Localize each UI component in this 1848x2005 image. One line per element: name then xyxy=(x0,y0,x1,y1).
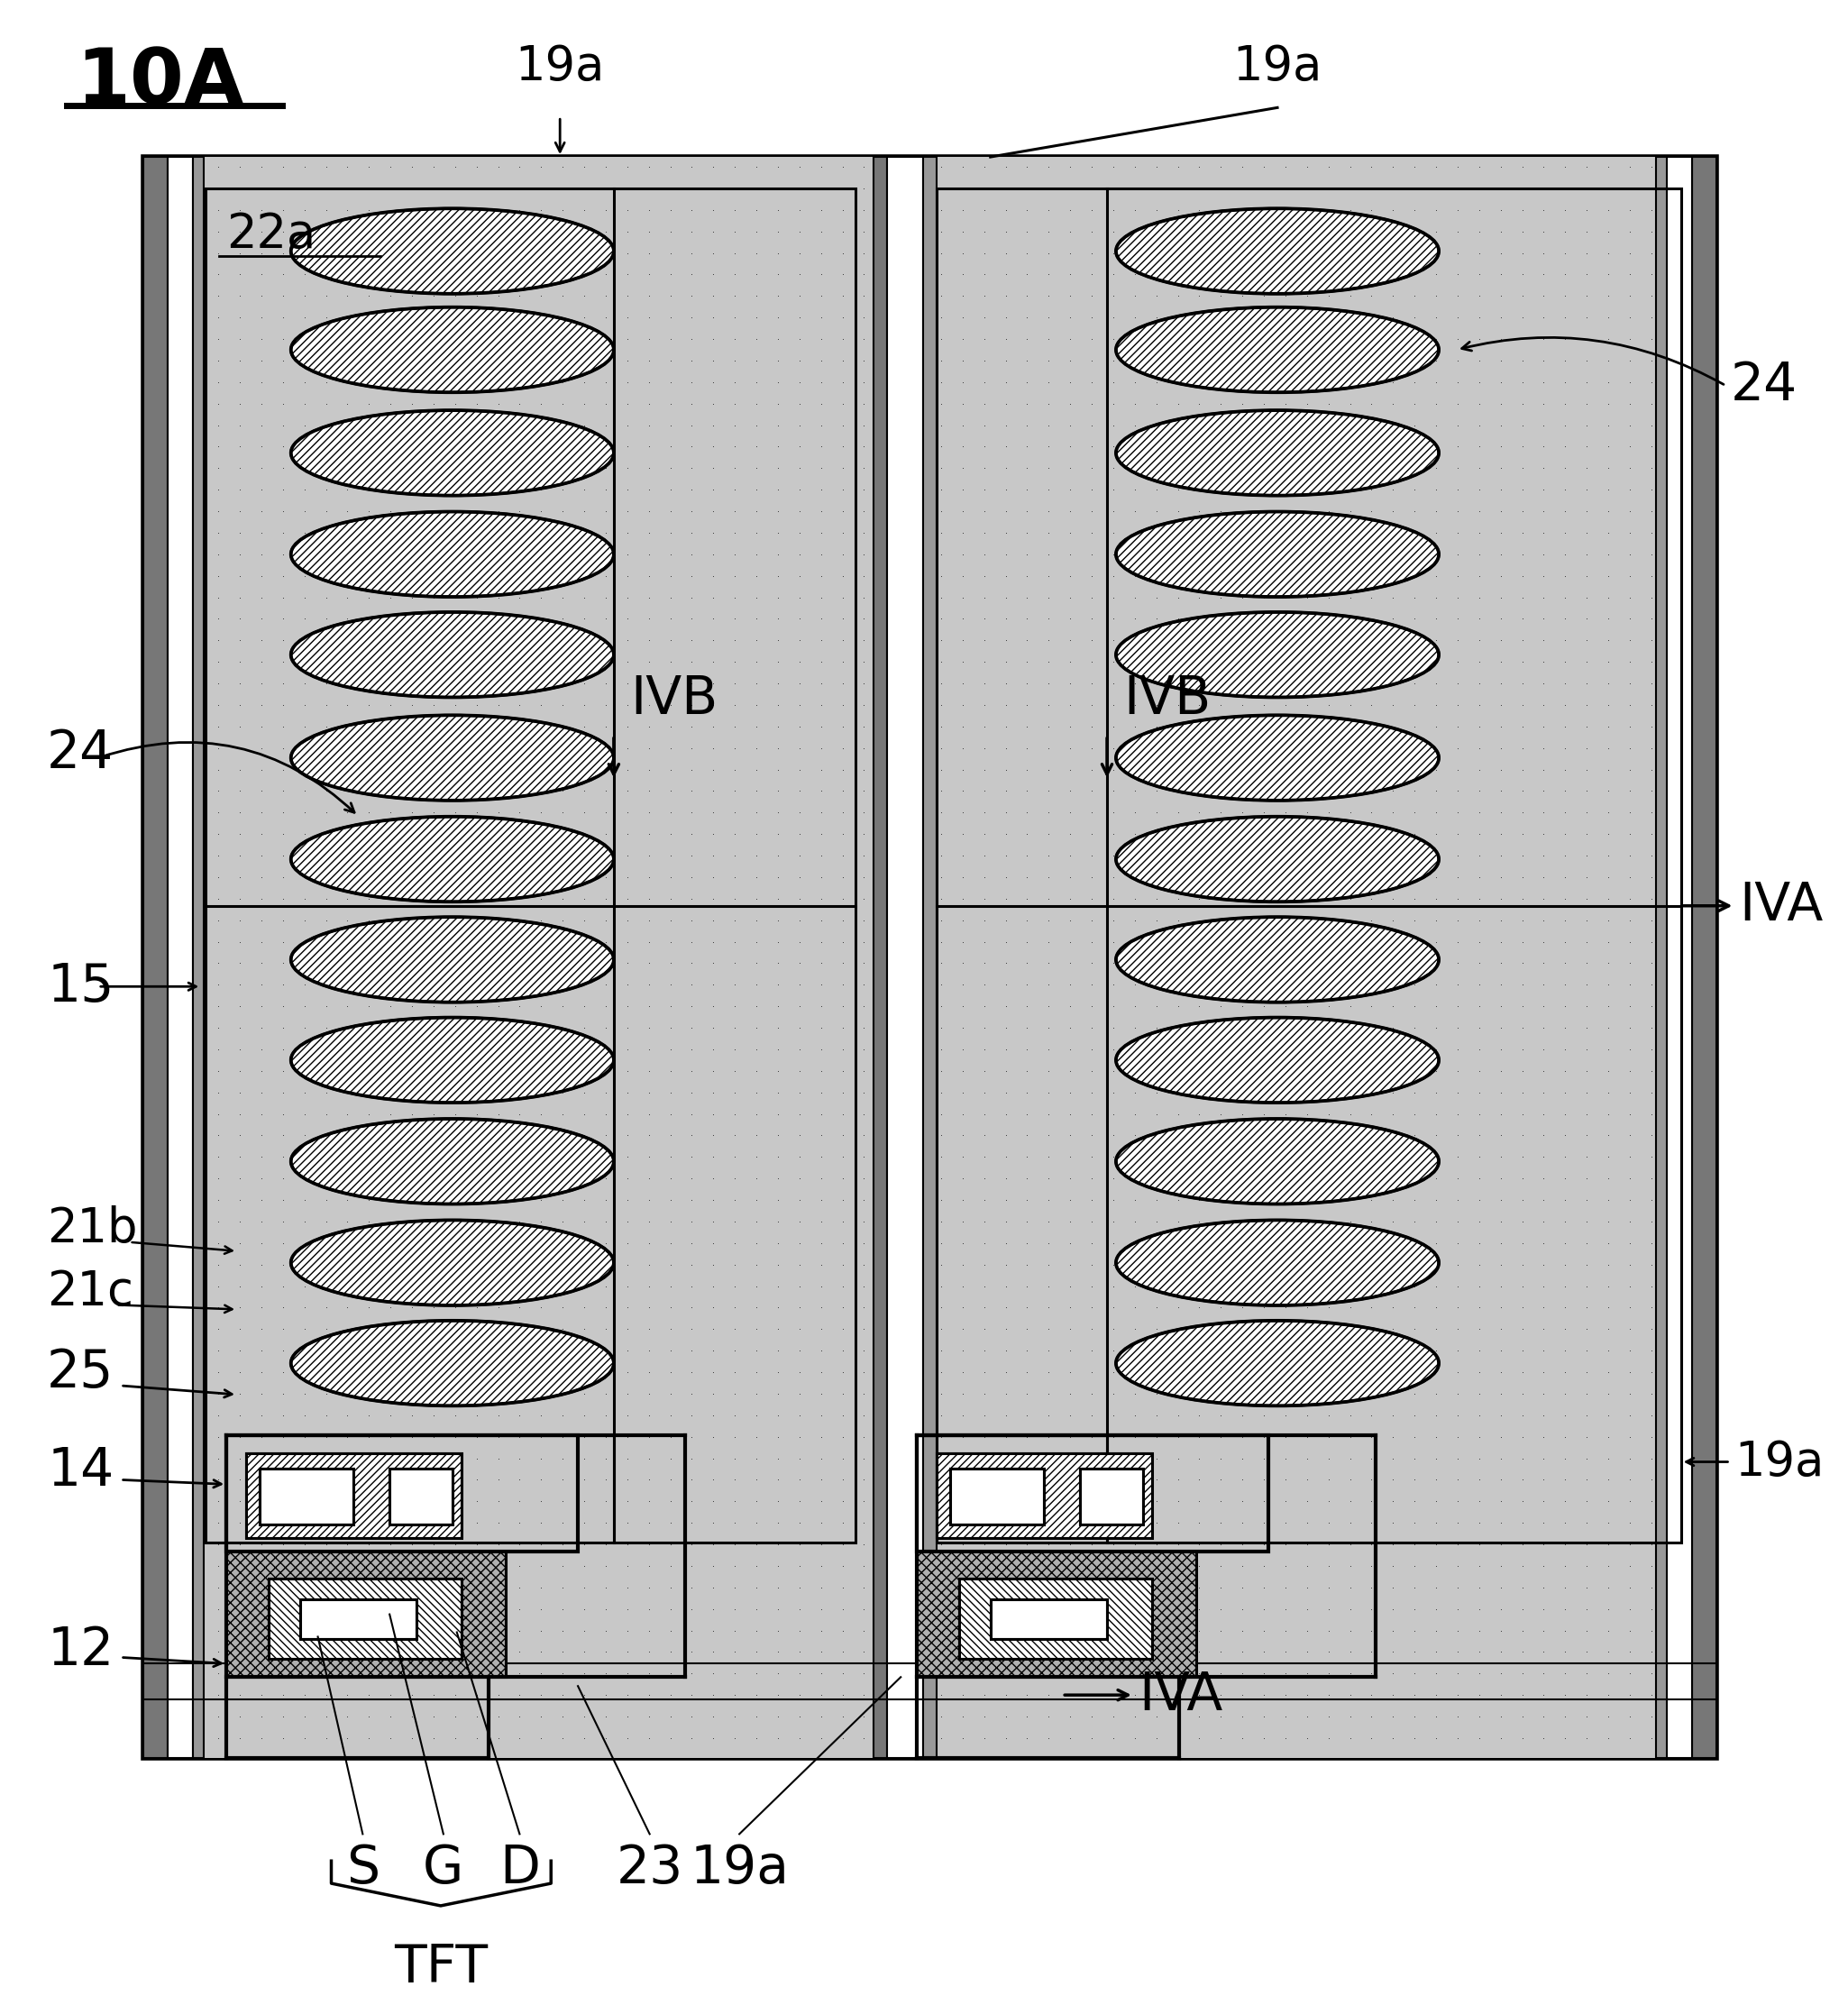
Bar xyxy=(390,1470,453,1524)
Ellipse shape xyxy=(1116,1321,1440,1406)
Bar xyxy=(259,1470,353,1524)
Text: 24: 24 xyxy=(46,728,115,780)
Bar xyxy=(142,156,1717,1758)
Ellipse shape xyxy=(1116,716,1440,800)
Text: S: S xyxy=(346,1843,379,1895)
Bar xyxy=(950,1470,1044,1524)
Text: 23: 23 xyxy=(615,1843,684,1895)
Bar xyxy=(874,156,887,1758)
Text: 24: 24 xyxy=(1730,361,1798,411)
Bar xyxy=(959,1578,1151,1660)
Bar xyxy=(917,1436,1268,1552)
Ellipse shape xyxy=(290,1221,614,1305)
Ellipse shape xyxy=(1116,307,1440,393)
Ellipse shape xyxy=(290,307,614,393)
Text: 19a: 19a xyxy=(516,42,604,90)
Bar xyxy=(937,188,1682,1542)
Ellipse shape xyxy=(290,411,614,495)
Bar xyxy=(887,156,924,1758)
Bar xyxy=(1691,156,1717,1758)
Bar xyxy=(1079,1470,1142,1524)
Ellipse shape xyxy=(1116,916,1440,1002)
Bar xyxy=(205,188,856,1542)
Text: 21c: 21c xyxy=(46,1267,133,1315)
Ellipse shape xyxy=(290,716,614,800)
Text: IVA: IVA xyxy=(1739,880,1824,932)
Bar xyxy=(225,1436,578,1552)
Bar xyxy=(299,1600,416,1640)
Text: 12: 12 xyxy=(46,1624,115,1676)
Bar xyxy=(991,1600,1107,1640)
Text: 10A: 10A xyxy=(76,44,244,120)
Bar xyxy=(991,1600,1107,1640)
Text: IVB: IVB xyxy=(1124,674,1210,724)
Ellipse shape xyxy=(1116,816,1440,902)
Text: 19a: 19a xyxy=(1735,1438,1824,1486)
Bar xyxy=(142,156,168,1758)
Bar xyxy=(268,1578,462,1660)
Bar xyxy=(950,1470,1044,1524)
Ellipse shape xyxy=(290,1017,614,1103)
Bar xyxy=(917,1552,1198,1676)
Bar xyxy=(268,1578,462,1660)
Bar xyxy=(246,1454,462,1538)
Ellipse shape xyxy=(290,1321,614,1406)
Bar xyxy=(1656,156,1667,1758)
Ellipse shape xyxy=(1116,511,1440,597)
Bar xyxy=(225,1552,506,1676)
Bar xyxy=(887,156,1717,1758)
Bar xyxy=(194,156,203,1758)
Ellipse shape xyxy=(290,1119,614,1205)
Bar xyxy=(937,1454,1151,1538)
Bar xyxy=(1667,156,1691,1758)
Ellipse shape xyxy=(290,916,614,1002)
Text: 14: 14 xyxy=(46,1446,115,1496)
Text: IVB: IVB xyxy=(630,674,717,724)
Text: D: D xyxy=(499,1843,540,1895)
Ellipse shape xyxy=(290,209,614,293)
Bar xyxy=(299,1600,416,1640)
Text: 25: 25 xyxy=(46,1347,115,1397)
Bar xyxy=(259,1470,353,1524)
Text: G: G xyxy=(423,1843,464,1895)
Ellipse shape xyxy=(290,511,614,597)
Ellipse shape xyxy=(1116,209,1440,293)
Bar xyxy=(917,1552,1198,1676)
Ellipse shape xyxy=(1116,411,1440,495)
Ellipse shape xyxy=(1116,1119,1440,1205)
Text: TFT: TFT xyxy=(394,1941,488,1993)
Bar xyxy=(246,1454,462,1538)
Text: 15: 15 xyxy=(46,960,115,1013)
Text: 21b: 21b xyxy=(46,1205,137,1251)
Ellipse shape xyxy=(290,612,614,698)
Text: 19a: 19a xyxy=(1233,42,1321,90)
Ellipse shape xyxy=(1116,612,1440,698)
Bar xyxy=(937,1454,1151,1538)
Bar xyxy=(168,156,194,1758)
Bar xyxy=(959,1578,1151,1660)
Ellipse shape xyxy=(1116,1221,1440,1305)
Ellipse shape xyxy=(290,816,614,902)
Bar xyxy=(924,156,937,1758)
Text: 19a: 19a xyxy=(689,1843,789,1895)
Bar xyxy=(1079,1470,1142,1524)
Text: IVA: IVA xyxy=(1138,1670,1223,1720)
Bar xyxy=(390,1470,453,1524)
Bar xyxy=(142,156,887,1758)
Ellipse shape xyxy=(1116,1017,1440,1103)
Bar xyxy=(225,1552,506,1676)
Text: 22a: 22a xyxy=(225,211,316,257)
